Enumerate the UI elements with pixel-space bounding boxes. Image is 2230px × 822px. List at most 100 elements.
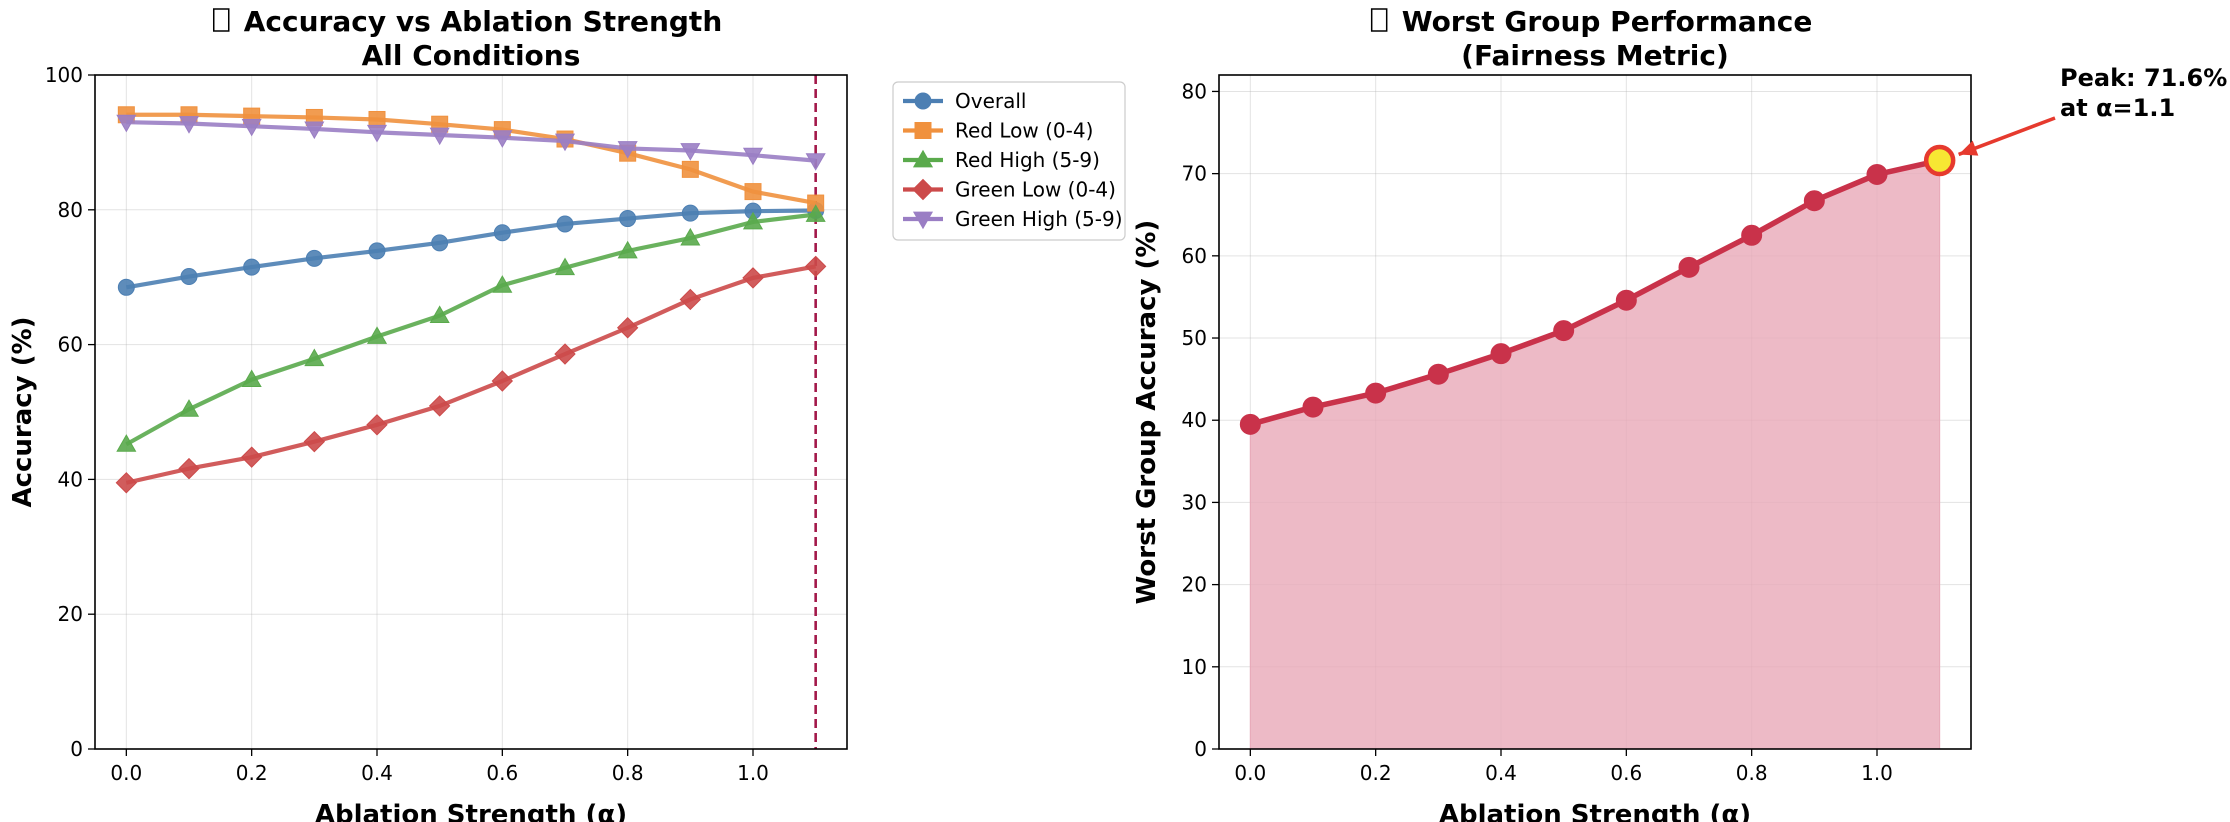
data-point — [429, 305, 450, 324]
data-point — [303, 430, 326, 453]
x-tick-label: 0.6 — [1610, 761, 1642, 785]
data-point — [805, 153, 826, 171]
data-point — [679, 288, 702, 311]
data-point — [1365, 382, 1387, 404]
accuracy-chart-ylabel: Accuracy (%) — [8, 316, 38, 507]
legend-marker — [912, 211, 934, 230]
data-point — [366, 326, 388, 344]
accuracy-chart-title-line2: All Conditions — [362, 39, 581, 72]
data-point — [1866, 163, 1888, 185]
data-point — [681, 204, 699, 222]
series-red-low-0-4 — [117, 106, 825, 212]
data-point — [617, 141, 638, 159]
legend-entry: Red Low (0-4) — [903, 119, 1093, 143]
y-tick-label: 60 — [58, 333, 83, 357]
x-tick-label: 0.2 — [1360, 761, 1392, 785]
data-point — [742, 147, 764, 166]
data-point — [742, 267, 764, 289]
data-point — [1239, 413, 1261, 435]
data-point — [554, 343, 576, 365]
accuracy-chart-series — [115, 106, 827, 494]
accuracy-chart-title: Accuracy vs Ablation Strength All Condit… — [212, 5, 723, 72]
legend-marker — [912, 178, 934, 201]
data-point — [1678, 256, 1700, 278]
legend-label: Overall — [955, 89, 1026, 113]
data-point — [304, 348, 325, 367]
x-tick-label: 0.6 — [486, 761, 518, 785]
data-point — [491, 370, 514, 392]
legend-entry: Green Low (0-4) — [903, 178, 1116, 202]
series-line — [1249, 157, 1941, 427]
data-point — [117, 278, 135, 296]
data-point — [178, 399, 200, 417]
legend-entry: Overall — [903, 89, 1026, 113]
data-point — [1553, 320, 1575, 342]
data-point — [366, 414, 388, 436]
data-point — [744, 183, 762, 201]
data-point — [116, 114, 137, 133]
data-point — [680, 227, 701, 246]
missing-glyph-icon — [1370, 8, 1388, 32]
y-tick-label: 20 — [1182, 573, 1207, 597]
series-line — [126, 120, 816, 163]
data-point — [304, 121, 325, 140]
x-tick-label: 0.2 — [236, 761, 268, 785]
y-tick-label: 0 — [70, 737, 83, 761]
x-tick-label: 0.4 — [361, 761, 393, 785]
peak-annotation-line2: at α=1.1 — [2060, 94, 2175, 122]
legend-label: Green High (5-9) — [955, 207, 1123, 231]
data-point — [429, 127, 450, 146]
accuracy-chart-xlabel: Ablation Strength (α) — [315, 800, 627, 822]
accuracy-chart-ticks: 0.0 0.2 0.4 0.6 0.8 1.0 0 20 40 60 80 100 — [45, 63, 769, 785]
data-point — [616, 317, 639, 339]
y-tick-label: 60 — [1182, 244, 1207, 268]
series-green-high-5-9 — [116, 114, 826, 171]
series-green-low-0-4 — [115, 255, 827, 494]
data-point — [428, 395, 451, 417]
data-point — [492, 130, 513, 148]
data-point — [681, 160, 699, 178]
legend-entry: Green High (5-9) — [903, 207, 1123, 231]
data-point — [178, 457, 200, 480]
peak-arrow-head — [1958, 140, 1979, 156]
data-point — [1302, 396, 1324, 418]
series-line — [125, 208, 816, 290]
peak-annotation: Peak: 71.6% at α=1.1 — [1958, 64, 2227, 157]
y-tick-label: 10 — [1182, 655, 1207, 679]
data-point — [617, 240, 638, 259]
data-point — [804, 255, 827, 278]
x-tick-label: 0.0 — [110, 761, 142, 785]
data-point — [1803, 190, 1825, 212]
worst-group-chart-ticks: 0.0 0.2 0.4 0.6 0.8 1.0 0 10 20 30 40 50 60 70 80 — [1182, 79, 1893, 785]
data-point — [241, 369, 262, 388]
series-red-high-5-9 — [116, 204, 826, 452]
x-tick-label: 0.8 — [1736, 761, 1768, 785]
legend-marker — [914, 92, 932, 110]
worst-group-chart-title-line2: (Fairness Metric) — [1461, 39, 1729, 72]
data-point — [241, 118, 262, 137]
worst-group-chart-frame — [1218, 74, 1972, 750]
data-point — [180, 268, 198, 286]
data-point — [243, 258, 261, 276]
y-tick-label: 80 — [58, 198, 83, 222]
legend-marker — [912, 149, 934, 168]
series-line — [125, 212, 816, 447]
accuracy-chart: Accuracy vs Ablation Strength All Condit… — [8, 5, 1126, 822]
data-point — [493, 224, 511, 242]
series-line — [126, 112, 817, 206]
worst-group-chart-title: Worst Group Performance (Fairness Metric… — [1370, 5, 1813, 72]
x-tick-label: 1.0 — [737, 761, 769, 785]
legend-marker — [914, 122, 932, 139]
data-point — [366, 124, 388, 143]
legend-entry: Red High (5-9) — [903, 148, 1100, 172]
y-tick-label: 40 — [58, 467, 83, 491]
worst-group-chart-title-line1: Worst Group Performance — [1402, 5, 1813, 38]
y-tick-label: 80 — [1182, 79, 1207, 103]
data-point — [116, 434, 137, 452]
data-point — [492, 275, 513, 293]
data-point — [431, 234, 449, 252]
data-point — [1741, 224, 1763, 246]
accuracy-chart-title-line1: Accuracy vs Ablation Strength — [244, 5, 723, 38]
accuracy-chart-grid — [95, 74, 847, 750]
data-point — [115, 472, 138, 494]
